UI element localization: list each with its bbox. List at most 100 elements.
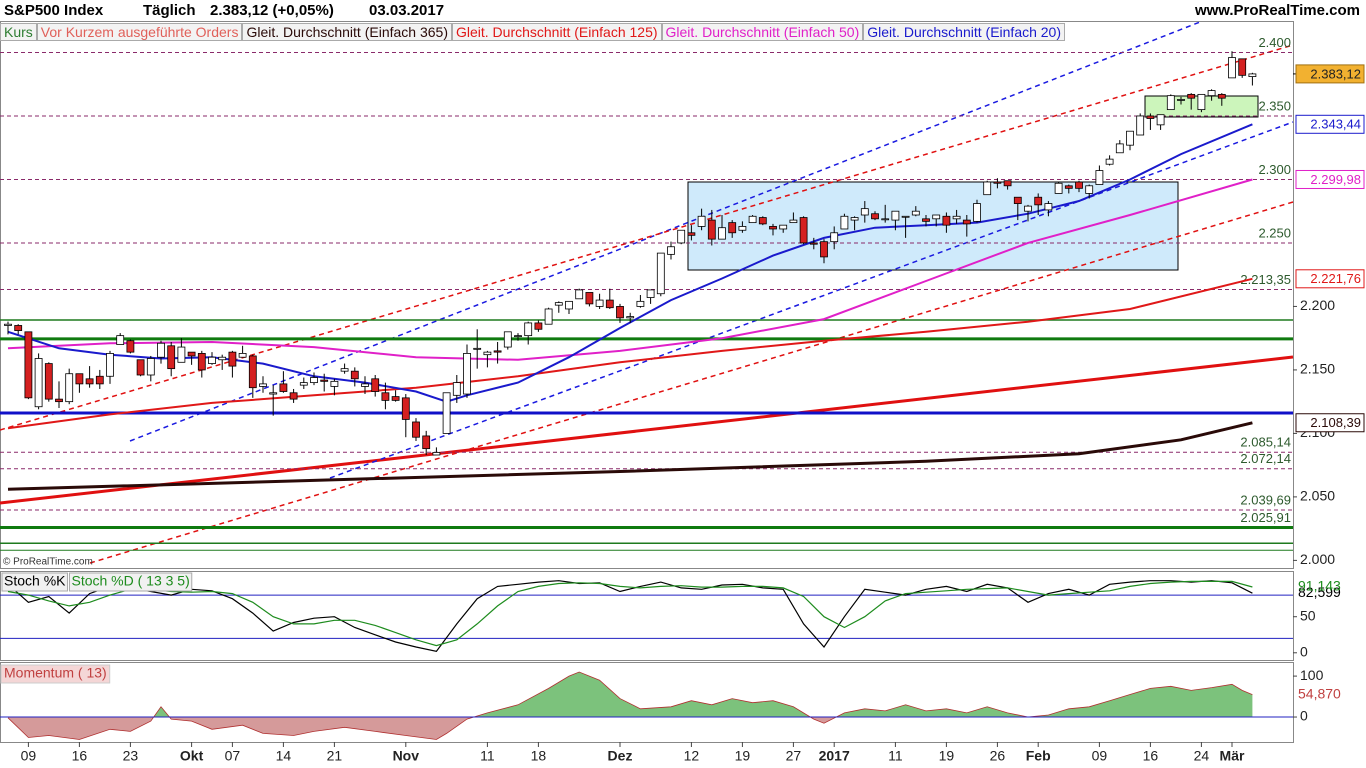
x-tick-label: 21 — [327, 748, 343, 764]
candle-body — [197, 353, 206, 371]
candle-body — [605, 299, 614, 309]
x-tick-label: Dez — [608, 748, 633, 764]
candle-body — [442, 392, 451, 434]
candle-body — [279, 383, 288, 392]
candle-body — [401, 397, 410, 420]
legend-item: Gleit. Durchschnitt (Einfach 20) — [863, 23, 1066, 41]
y-tick-label: 0 — [1300, 708, 1308, 724]
candle-body — [157, 342, 165, 358]
candle-body — [1228, 57, 1236, 79]
candle-body — [248, 355, 257, 389]
candle-body — [850, 217, 859, 221]
candle-body — [299, 382, 308, 386]
legend-item: Vor Kurzem ausgeführte Orders — [36, 23, 243, 41]
x-tick-label: 11 — [888, 748, 903, 764]
trend-line — [329, 121, 1294, 479]
candle-body — [514, 335, 522, 338]
candle-body — [136, 359, 145, 376]
price-panel — [0, 21, 1294, 569]
candle-body — [432, 452, 441, 456]
candle-body — [1197, 93, 1206, 111]
indicator-label: Stoch %K — [4, 573, 66, 589]
candle-body — [1126, 130, 1134, 146]
x-tick-label: Feb — [1026, 748, 1051, 764]
x-tick-label: 2017 — [819, 748, 850, 764]
candle-body — [585, 292, 594, 305]
x-tick-label: 23 — [123, 748, 139, 764]
candle-body — [881, 218, 890, 221]
candle-body — [728, 222, 737, 234]
candle-body — [1146, 115, 1155, 119]
candle-body — [391, 396, 400, 401]
legend-item: Gleit. Durchschnitt (Einfach 365) — [242, 23, 452, 41]
candle-body — [1075, 181, 1083, 189]
title: S&P500 Index — [4, 2, 104, 19]
candle-body — [361, 383, 369, 387]
level-label: 2.350 — [1258, 98, 1291, 113]
candle-body — [942, 215, 951, 226]
candle-body — [381, 392, 390, 401]
range-box — [687, 181, 1179, 271]
candle-body — [748, 215, 757, 224]
candle-body — [973, 203, 981, 222]
value-label: 2.343,44 — [1310, 117, 1361, 132]
value-label: 2.108,39 — [1310, 415, 1361, 430]
x-tick-label: 19 — [735, 748, 751, 764]
candle-body — [371, 378, 380, 392]
value-label: 91,143 — [1298, 578, 1341, 594]
candle-body — [860, 208, 869, 216]
candle-body — [636, 300, 645, 307]
indicator-label-box — [0, 664, 111, 684]
candle-body — [34, 358, 43, 408]
candle-body — [1166, 95, 1175, 111]
trend-line — [89, 201, 1294, 564]
candle-body — [228, 351, 237, 367]
candle-body — [350, 370, 359, 380]
candle-body — [769, 226, 777, 230]
candle-body — [1248, 73, 1257, 78]
momentum-area — [8, 717, 837, 740]
candle-body — [718, 227, 726, 240]
indicator-label-box — [1, 572, 68, 592]
candle-body — [1156, 114, 1165, 126]
candle-body — [218, 356, 227, 361]
x-tick-label: 16 — [72, 748, 88, 764]
candle-body — [646, 289, 655, 298]
candle-body — [412, 421, 420, 438]
candle-body — [14, 325, 23, 331]
candle-body — [1064, 185, 1073, 189]
candle-body — [75, 373, 84, 385]
candle-body — [452, 382, 461, 396]
momentum-panel — [0, 662, 1294, 743]
indicator-line — [7, 580, 1253, 647]
candle-body — [544, 308, 553, 325]
candle-body — [269, 392, 278, 395]
indicator-label-box — [68, 572, 193, 592]
candle-body — [840, 215, 849, 230]
y-tick-label: 2.150 — [1300, 361, 1335, 377]
indicator-label: Stoch %D ( 13 3 5) — [71, 573, 189, 589]
candle-body — [1095, 170, 1104, 185]
period: Täglich — [143, 2, 196, 19]
candle-body — [758, 217, 767, 225]
candle-body — [320, 379, 329, 382]
moving-average — [7, 421, 1253, 491]
value-label: 2.383,12 — [1310, 66, 1361, 81]
x-tick-label: 26 — [990, 748, 1006, 764]
x-tick-label: 11 — [480, 748, 495, 764]
candle-body — [1003, 180, 1012, 187]
site: www.ProRealTime.com — [1194, 2, 1360, 19]
level-label: 2.250 — [1258, 225, 1291, 240]
candle-body — [932, 214, 941, 220]
candle-body — [820, 241, 828, 258]
candle-body — [1238, 58, 1247, 76]
candle-body — [85, 378, 94, 385]
date: 03.03.2017 — [369, 2, 445, 19]
candle-body — [116, 335, 125, 345]
x-tick-label: 24 — [1194, 748, 1210, 764]
y-tick-label: 2.200 — [1300, 297, 1335, 313]
level-label: 2.025,91 — [1240, 510, 1291, 525]
x-tick-label: 19 — [939, 748, 955, 764]
value-box — [1295, 64, 1365, 84]
